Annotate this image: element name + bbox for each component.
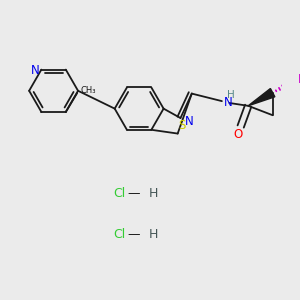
Text: H: H bbox=[227, 89, 235, 100]
Polygon shape bbox=[248, 88, 275, 106]
Text: H: H bbox=[148, 187, 158, 200]
Text: O: O bbox=[233, 128, 242, 142]
Text: —: — bbox=[127, 228, 140, 241]
Text: N: N bbox=[30, 64, 39, 77]
Text: —: — bbox=[127, 187, 140, 200]
Text: N: N bbox=[224, 97, 233, 110]
Text: F: F bbox=[298, 73, 300, 86]
Text: S: S bbox=[178, 118, 185, 132]
Text: Cl: Cl bbox=[113, 187, 125, 200]
Text: H: H bbox=[148, 228, 158, 241]
Text: Cl: Cl bbox=[113, 228, 125, 241]
Text: CH₃: CH₃ bbox=[81, 86, 96, 95]
Text: N: N bbox=[184, 115, 193, 128]
